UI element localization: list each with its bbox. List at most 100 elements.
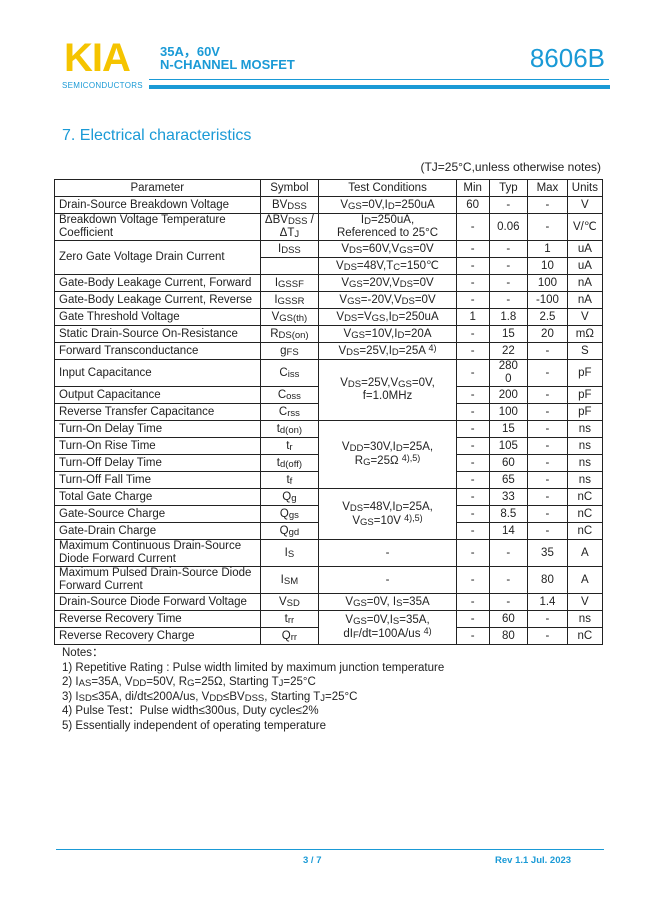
cell-max: -: [527, 627, 568, 645]
cell-typ: 14: [488, 522, 529, 540]
cell-typ: 105: [488, 437, 529, 455]
section-title: 7. Electrical characteristics: [62, 127, 252, 144]
revision: Rev 1.1 Jul. 2023: [495, 855, 572, 866]
cell-symbol: IGSSF: [259, 274, 320, 292]
cell-max: -: [527, 213, 568, 241]
cell-typ: -: [488, 291, 529, 309]
cell-parameter: Turn-On Delay Time: [54, 420, 261, 438]
cell-units: pF: [566, 403, 604, 421]
electrical-characteristics-table: Parameter Symbol Test Conditions Min Typ Max U…: [54, 179, 604, 645]
cell-symbol: IDSS: [259, 240, 320, 258]
header-divider-thin: [149, 79, 609, 80]
table-row: Turn-Off Delay Time td(off) -60- ns: [54, 454, 604, 472]
header-divider-thick: [149, 85, 610, 89]
cell-max: -: [527, 471, 568, 489]
cell-min: -: [455, 359, 490, 387]
cell-parameter: Static Drain-Source On-Resistance: [54, 325, 261, 343]
table-row: Gate-Drain Charge Qgd -14- nC: [54, 522, 604, 540]
cell-typ: -: [488, 566, 529, 594]
cell-units: nA: [566, 274, 604, 292]
cell-typ: 60: [488, 610, 529, 628]
cell-parameter: Gate-Body Leakage Current, Reverse: [54, 291, 261, 309]
cell-max: -: [527, 505, 568, 523]
cell-symbol: IS: [259, 539, 320, 567]
table-row: Total Gate Charge Qg VDS=48V,ID=25A, VGS=10…: [54, 488, 604, 540]
cell-parameter: Gate-Source Charge: [54, 505, 261, 523]
cell-test-conditions: VDS=48V,TC=150℃: [318, 257, 457, 275]
cell-units: nC: [566, 488, 604, 506]
table-row: Forward Transconductance gFS VDS=25V,ID=25…: [54, 342, 604, 360]
cell-max: -: [527, 522, 568, 540]
cell-test-conditions: -: [318, 566, 457, 594]
cell-units: A: [566, 566, 604, 594]
cell-parameter: Gate-Drain Charge: [54, 522, 261, 540]
cell-typ: 80: [488, 627, 529, 645]
cell-min: -: [455, 505, 490, 523]
note-item: 3) ISD≤35A, di/dt≤200A/us, VDD≤BVDSS, St…: [62, 690, 358, 704]
cell-symbol: [259, 257, 320, 275]
cell-parameter: Reverse Recovery Time: [54, 610, 261, 628]
cell-test-conditions: VGS=20V,VDS=0V: [318, 274, 457, 292]
cell-test-conditions: VGS=0V,IS=35A, dIF/dt=100A/us 4): [318, 610, 457, 645]
table-row: VDS=48V,TC=150℃ - -10 uA: [55, 257, 604, 275]
rating-text: 35A，60V: [160, 44, 220, 59]
cell-test-conditions: VGS=10V,ID=20A: [318, 325, 457, 343]
cell-symbol: td(on): [259, 420, 320, 438]
footer-divider: [56, 849, 604, 850]
cell-max: 20: [527, 325, 568, 343]
cell-typ: 15: [488, 420, 529, 438]
cell-symbol: RDS(on): [259, 325, 320, 343]
cell-units: S: [566, 342, 604, 360]
cell-typ: 8.5: [488, 505, 529, 523]
cell-test-conditions: VGS=0V,ID=250uA: [318, 196, 457, 214]
cell-units: uA: [566, 257, 604, 275]
cell-min: -: [455, 325, 490, 343]
cell-min: -: [455, 566, 490, 594]
note-item: 2) IAS=35A, VDD=50V, RG=25Ω, Starting TJ…: [62, 676, 316, 689]
cell-min: -: [455, 454, 490, 472]
cell-symbol: VSD: [259, 593, 320, 611]
table-row: Gate-Body Leakage Current, Reverse IGSSR V…: [54, 291, 604, 309]
cell-min: -: [455, 522, 490, 540]
cell-min: -: [455, 213, 490, 241]
table-row: Turn-On Rise Time tr -105- ns: [54, 437, 604, 455]
page-number: 3 / 7: [303, 855, 322, 866]
cell-symbol: Qgd: [259, 522, 320, 540]
table-row: Gate-Body Leakage Current, Forward IGSSF V…: [54, 274, 604, 292]
content-flow: Parameter Symbol Test Conditions Min Typ Max U…: [54, 179, 604, 733]
cell-test-conditions: VGS=0V, IS=35A: [318, 593, 457, 611]
cell-symbol: BVDSS: [259, 196, 320, 214]
cell-units: V: [566, 196, 604, 214]
cell-test-conditions: VDS=60V,VGS=0V: [318, 240, 457, 258]
cell-test-conditions: VDS=25V,VGS=0V, f=1.0MHz: [318, 359, 457, 421]
cell-max: -: [527, 437, 568, 455]
cell-symbol: VGS(th): [259, 308, 320, 326]
cell-units: pF: [566, 359, 604, 387]
cell-typ: 100: [488, 403, 529, 421]
table-row: Static Drain-Source On-Resistance RDS(on)…: [54, 325, 604, 343]
cell-units: ns: [566, 437, 604, 455]
cell-test-conditions: VDS=48V,ID=25A, VGS=10V 4),5): [318, 488, 457, 540]
cell-max: 100: [527, 274, 568, 292]
cell-parameter: Total Gate Charge: [54, 488, 261, 506]
cell-parameter: Reverse Recovery Charge: [54, 627, 261, 645]
cell-typ: 33: [488, 488, 529, 506]
cell-typ: -: [488, 257, 529, 275]
table-row: Gate-Source Charge Qgs -8.5- nC: [54, 505, 604, 523]
logo-subtitle: SEMICONDUCTORS: [62, 81, 143, 90]
cell-typ: 200: [488, 386, 529, 404]
cell-typ: -: [488, 593, 529, 611]
cell-symbol: Qg: [259, 488, 320, 506]
table-row: Breakdown Voltage Temperature Coefficien…: [54, 213, 604, 241]
cell-units: nC: [566, 522, 604, 540]
cell-symbol: tr: [259, 437, 320, 455]
cell-parameter: Turn-Off Fall Time: [54, 471, 261, 489]
cell-max: -: [527, 403, 568, 421]
cell-units: nA: [566, 291, 604, 309]
cell-min: 60: [455, 196, 490, 214]
cell-typ: 60: [488, 454, 529, 472]
cell-max: -: [527, 342, 568, 360]
cell-symbol: IGSSR: [259, 291, 320, 309]
cell-min: -: [455, 539, 490, 567]
table-row: Reverse Recovery Charge Qrr -80- nC: [54, 627, 604, 645]
